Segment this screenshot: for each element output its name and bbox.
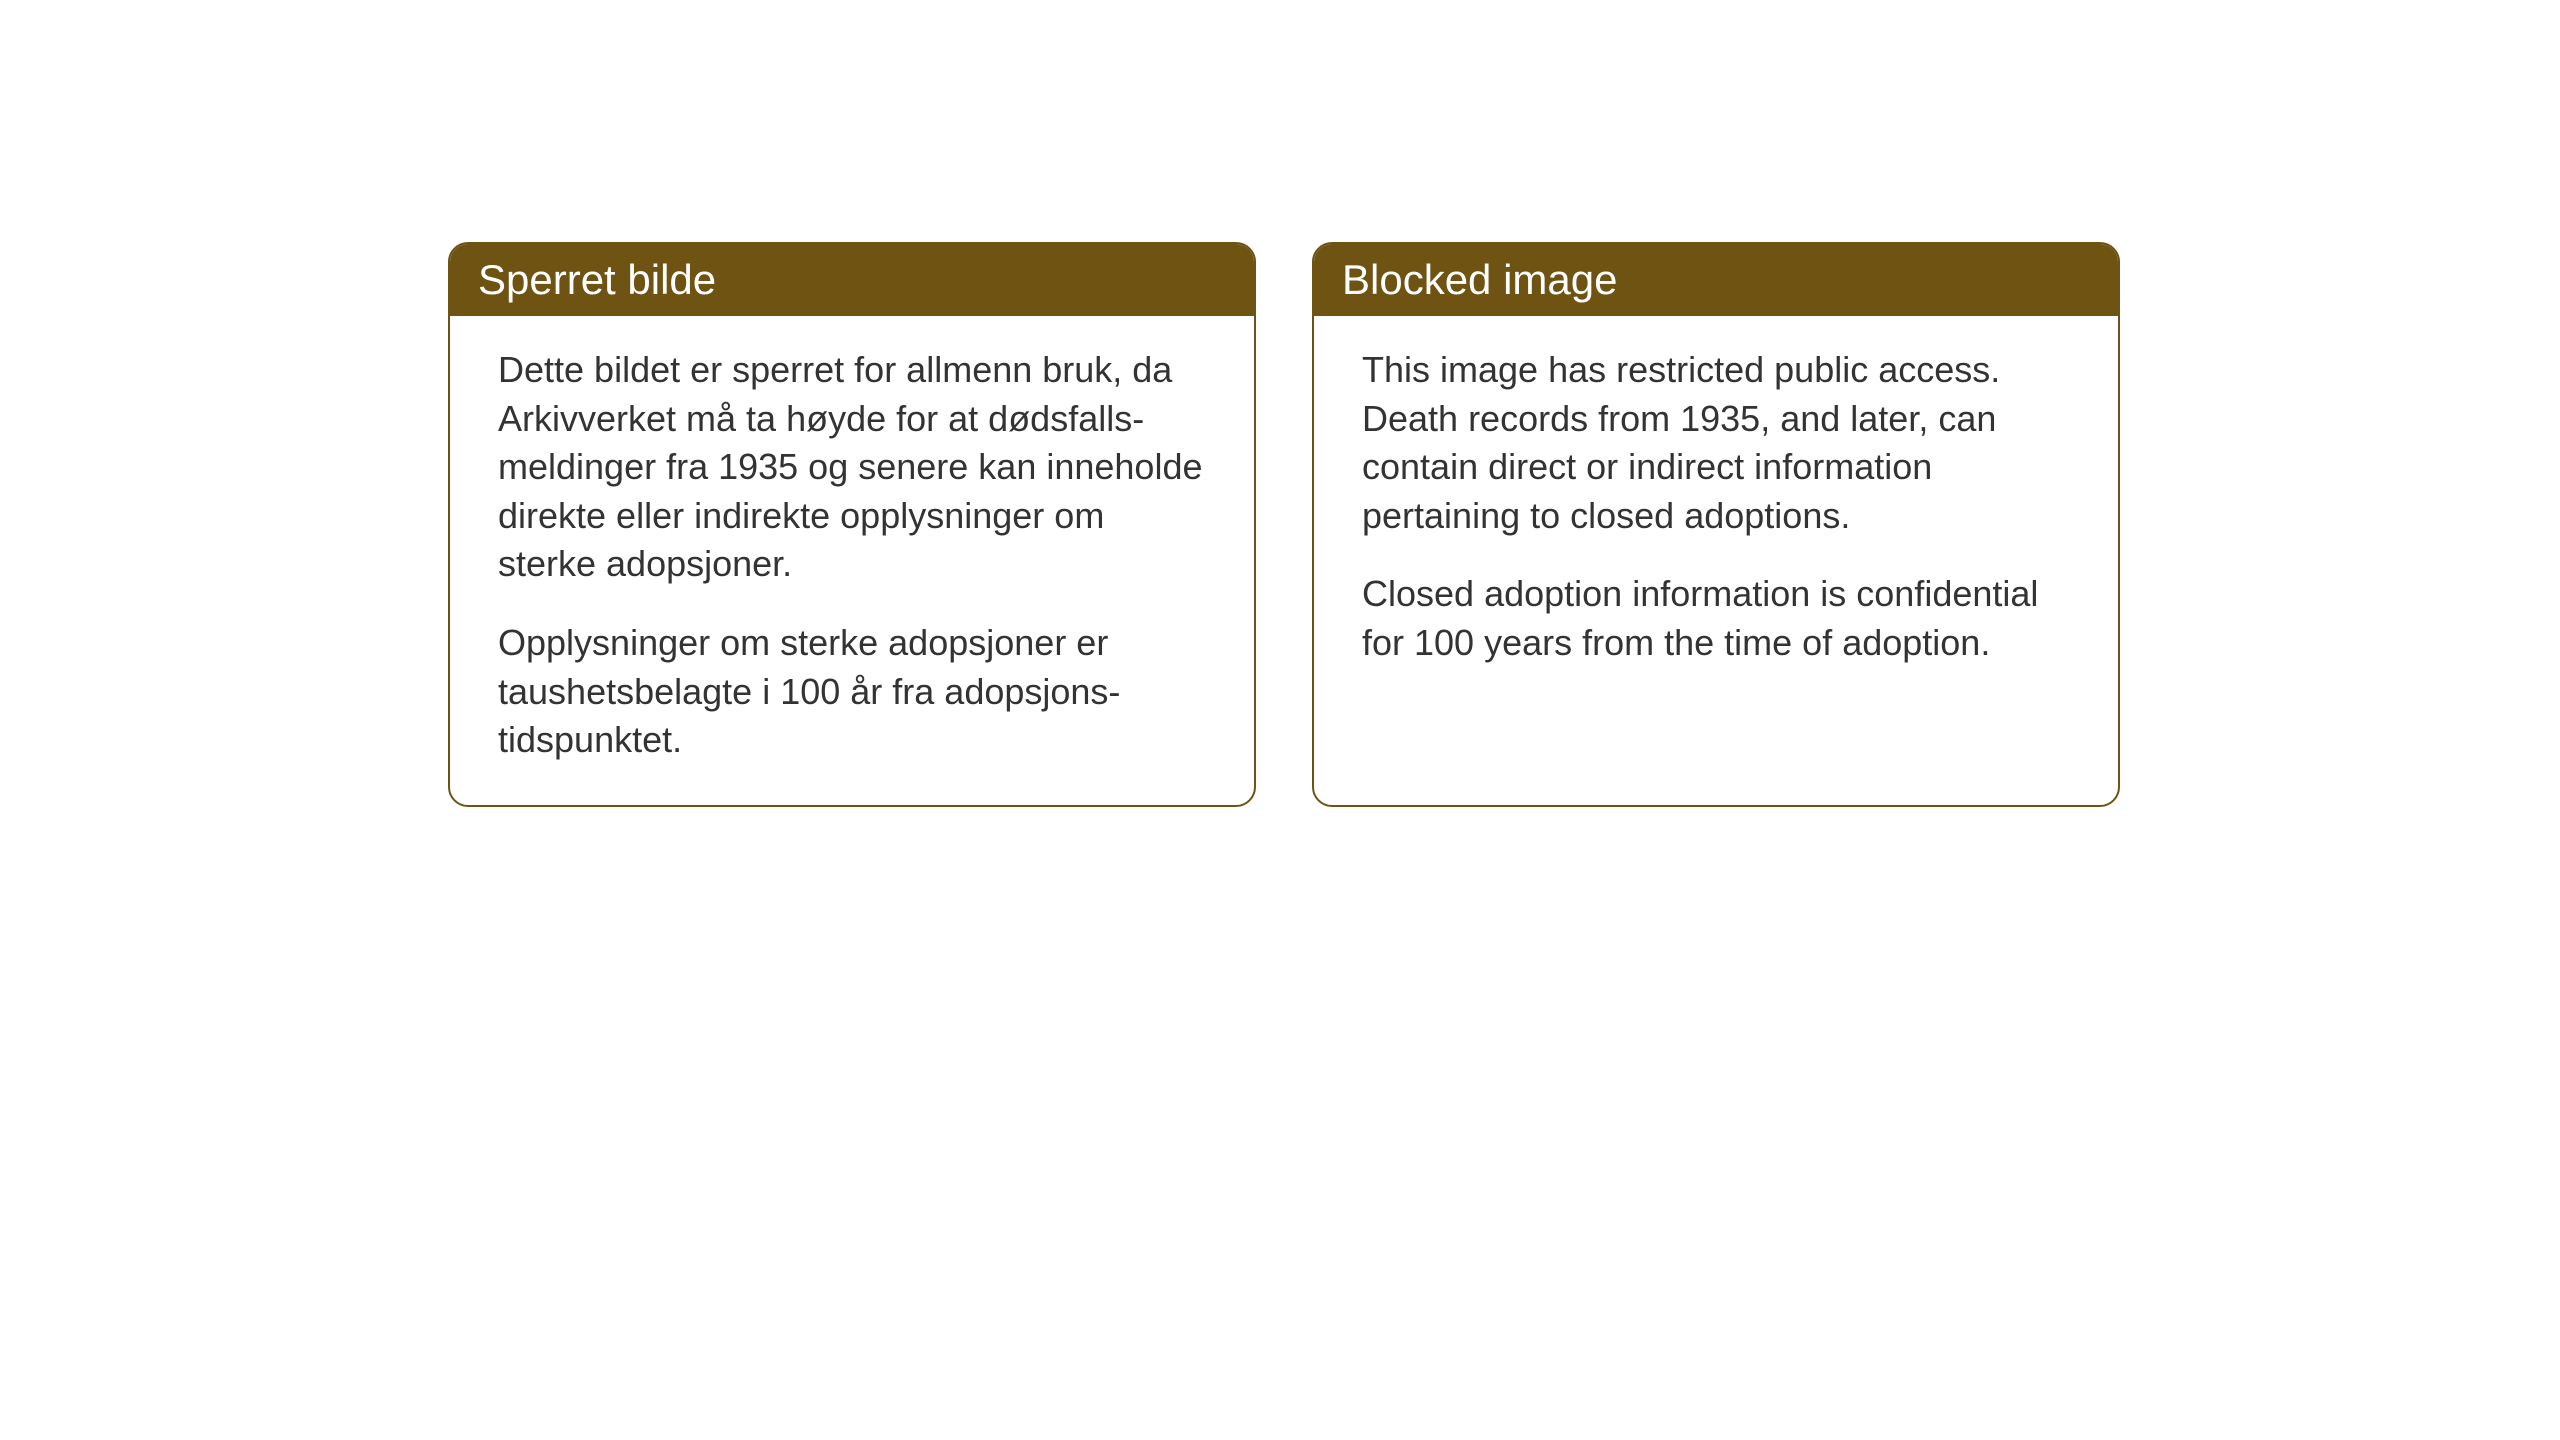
card-header-english: Blocked image (1314, 244, 2118, 316)
card-paragraph-1-english: This image has restricted public access.… (1362, 346, 2070, 540)
blocked-image-card-norwegian: Sperret bilde Dette bildet er sperret fo… (448, 242, 1256, 807)
cards-container: Sperret bilde Dette bildet er sperret fo… (448, 242, 2120, 807)
card-paragraph-2-english: Closed adoption information is confident… (1362, 570, 2070, 667)
blocked-image-card-english: Blocked image This image has restricted … (1312, 242, 2120, 807)
card-paragraph-1-norwegian: Dette bildet er sperret for allmenn bruk… (498, 346, 1206, 589)
card-header-norwegian: Sperret bilde (450, 244, 1254, 316)
card-title-norwegian: Sperret bilde (478, 256, 716, 303)
card-paragraph-2-norwegian: Opplysninger om sterke adopsjoner er tau… (498, 619, 1206, 765)
card-body-norwegian: Dette bildet er sperret for allmenn bruk… (450, 316, 1254, 805)
card-title-english: Blocked image (1342, 256, 1617, 303)
card-body-english: This image has restricted public access.… (1314, 316, 2118, 708)
